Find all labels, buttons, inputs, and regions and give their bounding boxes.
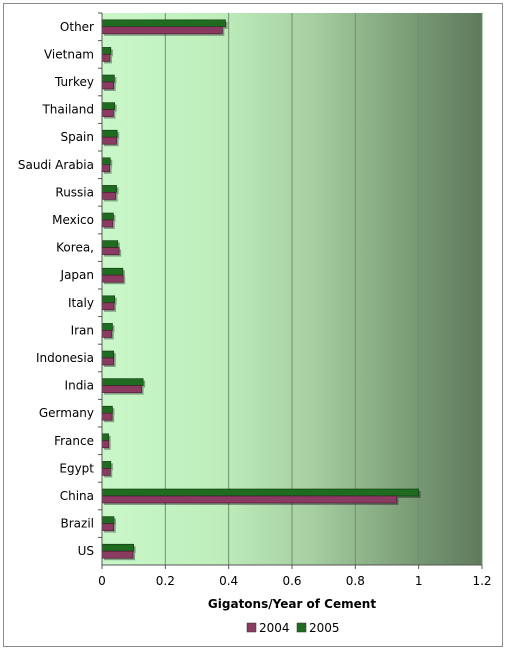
bar-2004 [101,302,115,311]
bar-2005 [101,129,118,138]
bar-2004 [101,192,116,200]
x-tick-label: 0 [98,574,106,588]
bar-2005 [101,295,115,304]
bar-2004 [101,164,110,173]
bar-2004 [101,440,109,449]
bar-2004 [101,136,117,145]
bar-2005 [101,488,419,497]
category-label: Saudi Arabia [18,158,94,172]
bar-2004 [101,81,115,90]
bar-2004 [101,385,142,393]
bar-2005 [101,212,114,221]
bar-2004 [101,495,397,504]
bar-2004 [101,109,114,117]
bars [101,19,421,561]
bar-2004 [101,54,111,62]
gridlines [164,13,483,565]
bar-2005 [101,47,112,55]
category-label: India [65,379,94,393]
bar-2005 [101,405,113,414]
bar-2005 [101,185,117,193]
bar-2004 [101,412,113,421]
category-label: Iran [71,323,94,337]
category-labels: Other Vietnam Turkey Thailand Spain Saudi Ara… [18,12,102,558]
category-label: Mexico [52,213,94,227]
bar-2005 [101,323,113,331]
bar-2004 [101,357,115,366]
bar-2004 [101,523,115,531]
category-label: Korea, [56,241,94,255]
x-tick-label: 0.8 [346,574,365,588]
category-label: Spain [60,130,94,144]
bar-2005 [101,267,124,276]
bar-2005 [101,378,144,386]
category-label: Thailand [41,103,94,117]
category-label: Brazil [61,517,95,531]
legend-swatch-2004 [246,622,257,633]
legend: 2004 2005 [246,621,340,635]
bar-2005 [101,74,115,83]
bar-2004 [101,26,223,35]
bar-2004 [101,247,120,255]
category-label: Russia [55,185,94,199]
bar-2005 [101,461,112,469]
x-axis-title: Gigatons/Year of Cement [208,597,376,611]
bar-2005 [101,543,134,552]
category-label: France [54,434,94,448]
category-label: Indonesia [36,351,94,365]
bar-2005 [101,157,111,166]
category-label: Italy [68,296,94,310]
bar-2005 [101,350,115,359]
legend-swatch-2005 [296,622,307,633]
x-tick-labels: 0 0.2 0.4 0.6 0.8 1 1.2 [98,565,492,588]
bar-2004 [101,330,113,338]
category-label: Other [60,20,94,34]
category-label: Egypt [59,461,94,475]
x-tick-label: 0.2 [156,574,175,588]
bar-2004 [101,274,124,283]
bar-2005 [101,433,109,442]
category-label: Japan [60,268,94,282]
bar-2005 [101,240,119,248]
category-label: Turkey [54,75,94,89]
bar-2004 [101,468,111,476]
legend-label-2005: 2005 [309,621,340,635]
category-label: US [78,544,94,558]
x-tick-label: 0.6 [282,574,301,588]
x-tick-label: 1.2 [472,574,491,588]
x-tick-label: 1 [415,574,423,588]
category-label: Germany [39,406,94,420]
category-label: China [60,489,94,503]
bar-2005 [101,516,115,524]
bar-2004 [101,550,134,559]
bar-2004 [101,219,114,228]
category-label: Vietnam [44,47,94,61]
x-tick-label: 0.4 [219,574,238,588]
bar-2005 [101,19,226,28]
bar-2005 [101,102,115,110]
legend-label-2004: 2004 [259,621,290,635]
